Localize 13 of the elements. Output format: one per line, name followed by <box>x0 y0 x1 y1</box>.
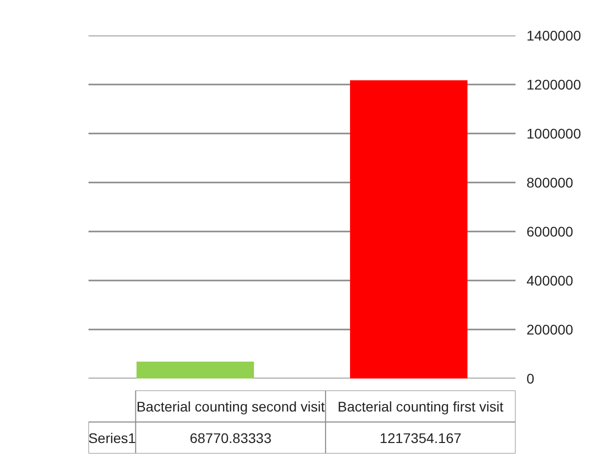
y-tick-label: 200000 <box>526 322 574 338</box>
y-tick-label: 1200000 <box>526 76 582 92</box>
x-tick-label: Bacterial counting second visit <box>136 398 325 414</box>
y-tick-label: 800000 <box>526 174 574 190</box>
data-label: 68770.83333 <box>190 430 272 446</box>
y-tick-label: 1000000 <box>526 126 582 142</box>
x-tick-label: Bacterial counting first visit <box>338 398 504 414</box>
data-label: 1217354.167 <box>380 430 462 446</box>
y-tick-label: 600000 <box>526 224 574 240</box>
y-tick-label: 1400000 <box>526 28 582 44</box>
y-tick-label: 0 <box>526 370 534 386</box>
text: Series1 <box>88 430 136 446</box>
y-tick-label: 400000 <box>526 272 574 288</box>
